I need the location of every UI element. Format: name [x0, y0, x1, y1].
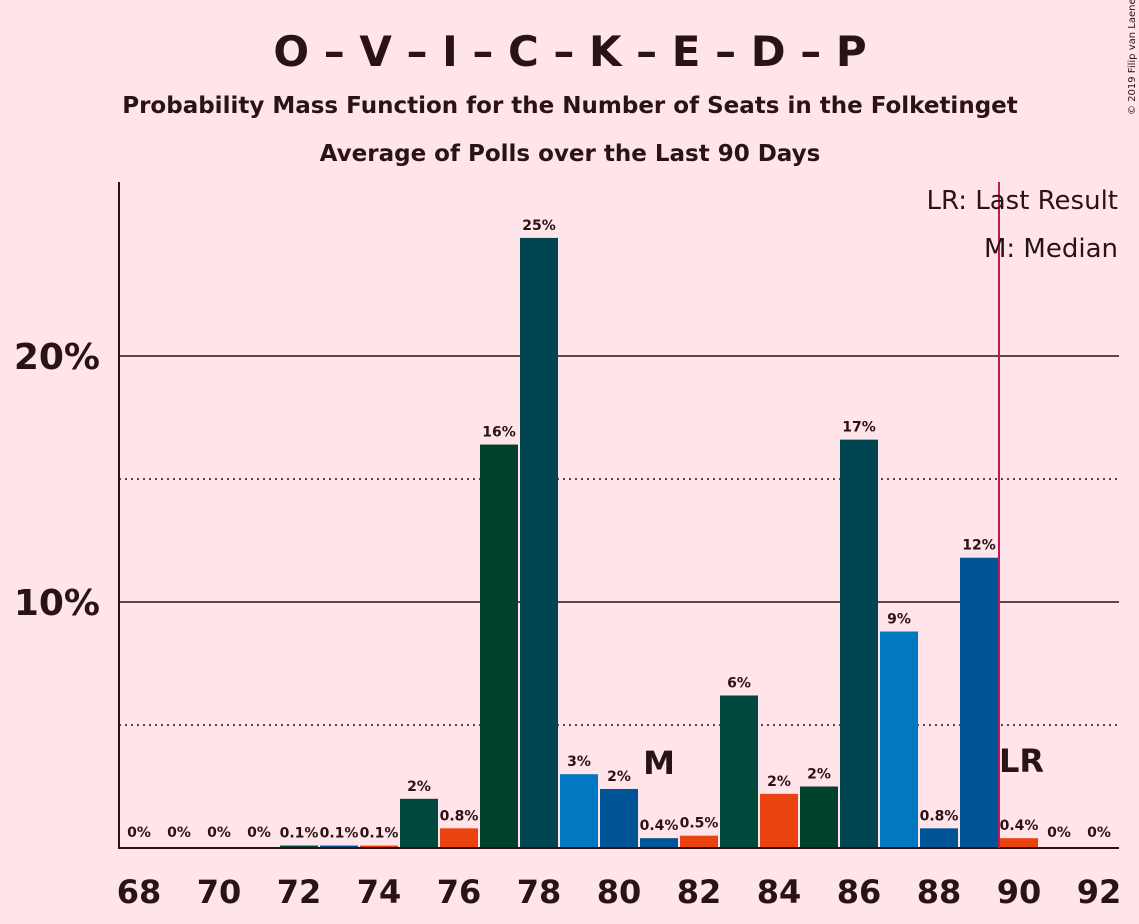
data-label-seat-71: 0%: [247, 825, 271, 841]
data-label-seat-84: 2%: [767, 774, 791, 790]
y-tick-20: 20%: [14, 337, 100, 378]
copyright-note: © 2019 Filip van Laenen: [1127, 0, 1138, 115]
x-tick-74: 74: [357, 873, 402, 911]
data-label-seat-68: 0%: [127, 825, 151, 841]
data-label-seat-81: 0.4%: [640, 818, 679, 834]
x-tick-88: 88: [917, 873, 962, 911]
bar-seat-85: [800, 786, 838, 848]
legend-median: M: Median: [984, 234, 1118, 264]
x-tick-86: 86: [837, 873, 882, 911]
legend-last-result: LR: Last Result: [926, 186, 1118, 216]
data-label-seat-72: 0.1%: [280, 826, 319, 842]
data-label-seat-74: 0.1%: [360, 826, 399, 842]
data-label-seat-88: 0.8%: [920, 808, 959, 824]
bar-seat-80: [600, 788, 638, 848]
data-label-seat-87: 9%: [887, 612, 911, 628]
x-tick-68: 68: [117, 873, 162, 911]
bar-seat-78: [520, 237, 558, 849]
median-marker: M: [643, 744, 675, 782]
data-label-seat-76: 0.8%: [440, 808, 479, 824]
x-tick-78: 78: [517, 873, 562, 911]
bar-seat-73: [320, 845, 358, 848]
data-label-seat-80: 2%: [607, 769, 631, 785]
x-tick-72: 72: [277, 873, 322, 911]
x-tick-92: 92: [1077, 873, 1122, 911]
bar-seat-79: [560, 774, 598, 848]
bar-seat-76: [440, 828, 478, 848]
data-label-seat-70: 0%: [207, 825, 231, 841]
x-tick-90: 90: [997, 873, 1042, 911]
bar-seat-82: [680, 835, 718, 848]
data-label-seat-75: 2%: [407, 779, 431, 795]
bar-seat-89: [960, 557, 998, 848]
data-label-seat-91: 0%: [1047, 825, 1071, 841]
data-label-seat-89: 12%: [962, 538, 996, 554]
bar-seat-72: [280, 845, 318, 848]
bar-seat-81: [640, 838, 678, 848]
bar-seat-77: [480, 444, 518, 848]
grid-lines: [119, 355, 1119, 726]
data-label-seat-92: 0%: [1087, 825, 1111, 841]
bar-seat-88: [920, 828, 958, 848]
data-labels: 0% 0% 0% 0% 0.1% 0.1% 0.1%2%0.8%16%25%3%2%0.4%…: [127, 218, 1111, 842]
x-axis-ticks: 68 70 72 74 76 78 80 82 84 86 88 90 92: [117, 873, 1122, 911]
data-label-seat-83: 6%: [727, 675, 751, 691]
chart-subtitle-2: Average of Polls over the Last 90 Days: [320, 141, 821, 167]
chart-subtitle: Probability Mass Function for the Number…: [122, 93, 1018, 119]
bar-seat-90: [1000, 838, 1038, 848]
x-tick-76: 76: [437, 873, 482, 911]
y-tick-10: 10%: [14, 583, 100, 624]
data-label-seat-69: 0%: [167, 825, 191, 841]
x-tick-82: 82: [677, 873, 722, 911]
data-label-seat-73: 0.1%: [320, 826, 359, 842]
bar-seat-87: [880, 631, 918, 848]
bars: [280, 237, 1038, 849]
bar-seat-74: [360, 845, 398, 848]
y-axis-ticks: 10% 20%: [14, 337, 100, 624]
bar-seat-86: [840, 439, 878, 848]
bar-seat-75: [400, 798, 438, 848]
data-label-seat-86: 17%: [842, 420, 876, 436]
data-label-seat-78: 25%: [522, 218, 556, 234]
bar-seat-83: [720, 695, 758, 848]
data-label-seat-90: 0.4%: [1000, 818, 1039, 834]
last-result-marker: LR: [999, 742, 1044, 780]
data-label-seat-77: 16%: [482, 425, 516, 441]
x-tick-84: 84: [757, 873, 802, 911]
data-label-seat-79: 3%: [567, 754, 591, 770]
x-tick-70: 70: [197, 873, 242, 911]
data-label-seat-85: 2%: [807, 767, 831, 783]
data-label-seat-82: 0.5%: [680, 816, 719, 832]
bar-seat-84: [760, 793, 798, 848]
x-tick-80: 80: [597, 873, 642, 911]
chart-title: O – V – I – C – K – E – D – P: [273, 27, 866, 76]
